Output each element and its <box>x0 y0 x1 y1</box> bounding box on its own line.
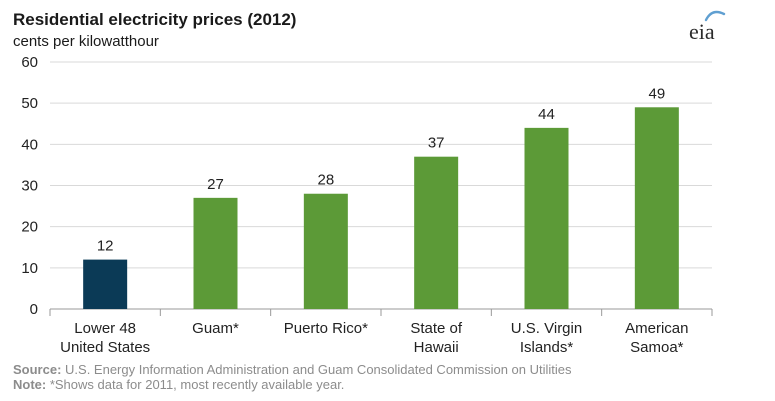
note-label: Note: <box>13 377 47 392</box>
x-category-label: Lower 48 <box>74 320 136 337</box>
x-category-label: Puerto Rico* <box>284 320 368 337</box>
bar <box>303 193 348 309</box>
x-category-label: United States <box>60 339 150 356</box>
source-note: Source: U.S. Energy Information Administ… <box>13 362 572 377</box>
x-category-label: Samoa* <box>630 339 684 356</box>
source-text: U.S. Energy Information Administration a… <box>61 362 572 377</box>
y-tick-label: 60 <box>21 54 38 71</box>
x-category-label: State of <box>410 320 463 337</box>
note-text: *Shows data for 2011, most recently avai… <box>46 377 345 392</box>
y-axis-unit-label: cents per kilowatthour <box>13 33 159 50</box>
chart-title: Residential electricity prices (2012) <box>13 10 297 29</box>
bar-value-label: 28 <box>317 172 334 189</box>
bar <box>524 127 569 309</box>
bar <box>193 197 238 309</box>
y-tick-label: 40 <box>21 136 38 153</box>
source-label: Source: <box>13 362 62 377</box>
eia-logo-arc-icon <box>704 10 726 22</box>
eia-logo-text: eia <box>689 19 715 44</box>
x-category-label: Guam* <box>192 320 239 337</box>
bar-value-label: 27 <box>207 176 224 193</box>
eia-logo: eia <box>688 8 732 44</box>
footnote: Note: *Shows data for 2011, most recentl… <box>13 377 344 392</box>
bar <box>414 156 459 309</box>
x-category-label: U.S. Virgin <box>511 320 582 337</box>
bar-value-label: 37 <box>428 135 445 152</box>
x-category-label: Hawaii <box>414 339 459 356</box>
x-category-label: American <box>625 320 688 337</box>
bar-value-label: 12 <box>97 238 114 255</box>
y-tick-label: 0 <box>30 301 38 318</box>
x-category-label: Islands* <box>520 339 574 356</box>
bar-value-label: 49 <box>648 85 665 102</box>
bar <box>634 107 679 310</box>
bar <box>83 259 128 309</box>
y-tick-label: 30 <box>21 178 38 195</box>
y-tick-label: 20 <box>21 219 38 236</box>
y-tick-label: 10 <box>21 260 38 277</box>
y-tick-label: 50 <box>21 95 38 112</box>
bar-value-label: 44 <box>538 106 555 123</box>
